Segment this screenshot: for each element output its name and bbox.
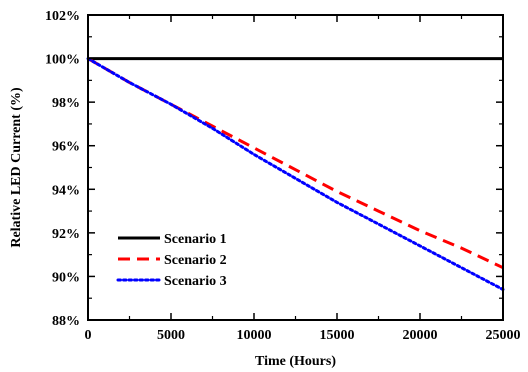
x-tick-label: 5000 bbox=[157, 328, 185, 343]
x-tick-label: 0 bbox=[85, 328, 92, 343]
plot-lines bbox=[86, 57, 505, 291]
axis-tick-labels: 0 5000 10000 15000 20000 25000 88% 90% 92% 94% 96%… bbox=[45, 9, 521, 343]
y-tick-label: 94% bbox=[52, 183, 80, 198]
x-tick-label: 15000 bbox=[320, 328, 355, 343]
y-tick-label: 100% bbox=[45, 53, 80, 68]
legend-label-1: Scenario 1 bbox=[164, 232, 227, 247]
x-tick-label: 10000 bbox=[237, 328, 272, 343]
x-tick-label: 25000 bbox=[486, 328, 521, 343]
x-axis-title: Time (Hours) bbox=[255, 354, 336, 369]
legend: Scenario 1 Scenario 2 Scenario 3 bbox=[116, 232, 227, 289]
y-tick-label: 90% bbox=[52, 270, 80, 285]
series-line-3 bbox=[86, 57, 505, 291]
legend-label-2: Scenario 2 bbox=[164, 253, 227, 268]
y-tick-label: 92% bbox=[52, 227, 80, 242]
x-tick-label: 20000 bbox=[403, 328, 438, 343]
axis-ticks bbox=[87, 14, 504, 321]
y-tick-label: 88% bbox=[52, 314, 80, 329]
y-axis-title: Relative LED Current (%) bbox=[9, 87, 24, 248]
y-tick-label: 98% bbox=[52, 96, 80, 111]
plot-area-frame bbox=[87, 14, 504, 321]
series-line-2 bbox=[87, 57, 504, 270]
legend-label-3: Scenario 3 bbox=[164, 274, 227, 289]
y-tick-label: 96% bbox=[52, 140, 80, 155]
y-tick-label: 102% bbox=[45, 9, 80, 24]
